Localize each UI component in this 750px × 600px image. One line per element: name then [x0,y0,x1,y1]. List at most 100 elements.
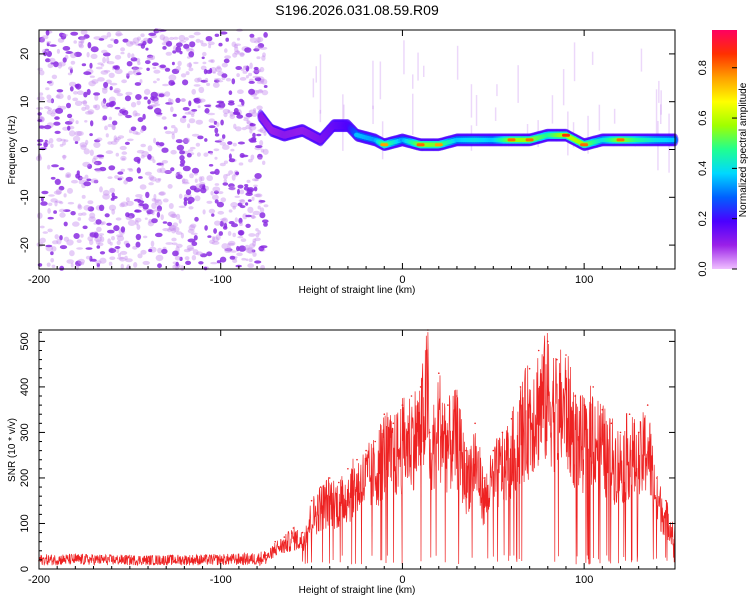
noise-speck [143,235,148,239]
noise-speck [180,98,187,102]
noise-speck [49,44,57,47]
noise-speck [68,130,76,137]
noise-speck [170,167,175,172]
noise-speck [109,256,116,261]
noise-speck [256,105,263,111]
noise-speck [100,63,105,67]
noise-speck [138,176,143,179]
noise-speck [175,261,179,267]
noise-speck [155,232,163,238]
noise-speck [186,152,192,158]
noise-speck [188,67,194,72]
snr-point [637,431,640,434]
noise-speck [153,103,161,107]
noise-speck [124,141,130,145]
noise-speck [67,125,71,131]
noise-speck [38,36,45,43]
noise-speck [189,41,196,48]
noise-speck [179,40,187,43]
noise-speck [54,200,58,207]
noise-speck [247,199,252,202]
noise-speck [206,175,213,182]
colorbar-gradient [712,30,737,269]
noise-speck [207,41,215,46]
noise-speck [150,91,158,98]
noise-speck [134,82,142,86]
noise-speck [171,131,175,135]
noise-speck [254,173,262,179]
noise-speck [175,174,183,180]
noise-speck [152,159,156,164]
noise-speck [186,244,194,250]
noise-speck [119,203,125,208]
noise-speck [115,217,122,221]
noise-speck [258,89,263,93]
noise-speck [253,184,258,187]
noise-speck [70,60,76,65]
noise-speck [96,262,101,268]
noise-speck [145,191,150,199]
noise-speck [248,72,253,77]
noise-speck [92,104,98,109]
noise-speck [188,35,195,39]
noise-speck [79,177,86,180]
noise-speck [240,68,245,72]
noise-speck [208,125,216,129]
noise-speck [234,50,241,55]
spectrogram-ytick-label: 10 [19,96,31,108]
snr-ticks: -200 -100 0 100 0 100 200 300 400 500 [19,330,676,586]
noise-speck [167,221,173,227]
noise-speck [187,149,194,152]
snr-xtick-label: 100 [575,574,593,586]
spectrogram-frame [38,29,676,270]
noise-speck [158,191,165,196]
noise-speck [175,173,179,177]
snr-point [374,440,377,443]
noise-speck [101,49,108,54]
spectrogram-xtick-label: 0 [399,274,405,286]
noise-speck [244,184,249,187]
spectrogram-ylabel: Frequency (Hz) [7,116,18,185]
noise-speck [77,203,82,209]
noise-speck [48,138,54,144]
noise-speck [78,41,83,48]
noise-speck [76,239,82,244]
noise-speck [113,89,120,93]
noise-speck [208,208,216,214]
noise-speck [174,255,181,261]
noise-speck [83,71,92,76]
noise-speck [204,108,210,114]
noise-speck [105,102,111,108]
noise-speck [102,115,108,121]
snr-trace [38,332,676,567]
noise-speck [214,66,223,72]
noise-speck [102,87,108,94]
snr-point [537,349,540,352]
noise-streak [343,104,345,119]
noise-speck [47,107,52,111]
noise-speck [130,101,137,108]
noise-speck [156,205,162,212]
noise-speck [172,250,179,257]
noise-speck [218,138,225,142]
noise-speck [210,59,215,64]
noise-speck [136,72,142,76]
noise-speck [214,79,220,83]
noise-speck [140,33,145,38]
noise-speck [227,231,232,236]
noise-speck [80,38,85,45]
noise-speck [261,55,266,61]
noise-speck [43,125,52,130]
noise-speck [191,167,200,174]
noise-speck [126,40,134,47]
noise-speck [175,243,183,248]
noise-speck [193,235,198,241]
noise-speck [234,217,238,223]
noise-speck [231,78,236,85]
noise-speck [213,228,218,234]
noise-speck [167,184,173,189]
noise-speck [161,147,169,153]
noise-speck [189,173,194,179]
noise-speck [189,185,197,191]
